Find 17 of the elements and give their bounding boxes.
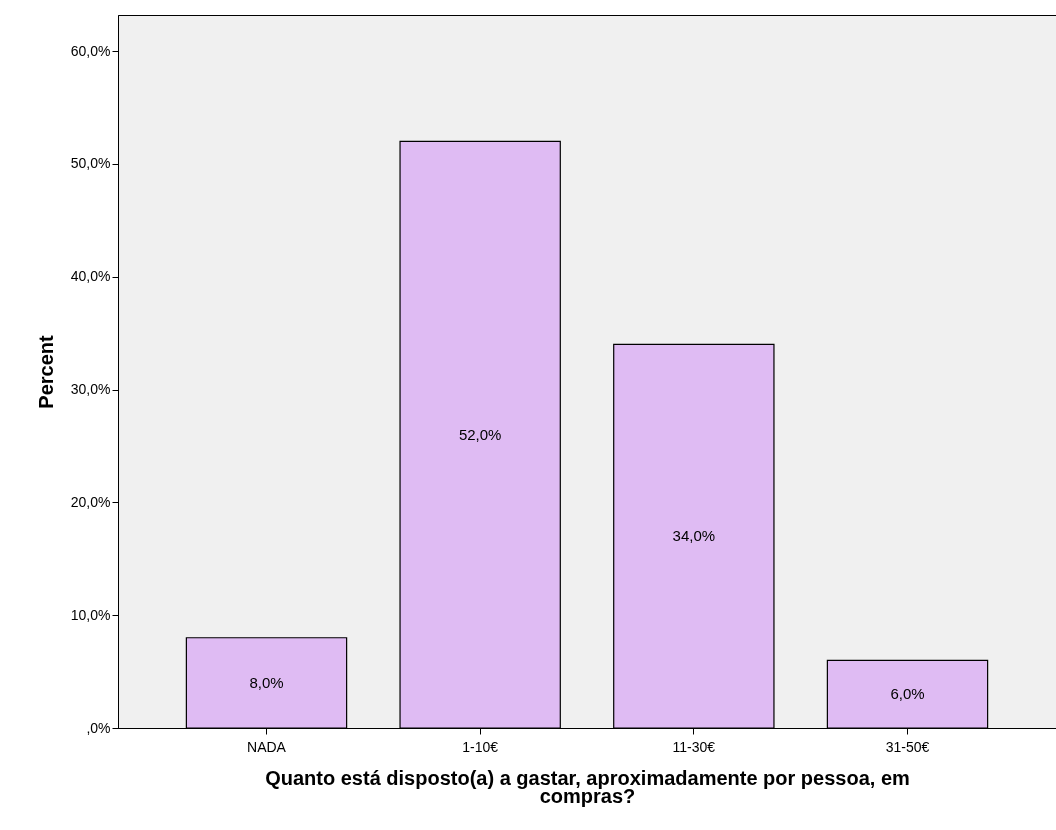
y-axis-title: Percent xyxy=(34,334,57,409)
data-label: 52,0% xyxy=(458,425,502,443)
x-tick-label: 1-10€ xyxy=(462,738,499,755)
y-tick-label: 50,0% xyxy=(70,155,111,172)
x-tick-label: NADA xyxy=(247,738,287,755)
y-tick-label: 40,0% xyxy=(70,268,111,285)
x-axis-title: Quanto está disposto(a) a gastar, aproximadamente por pessoa, em compras? xyxy=(265,766,910,807)
y-tick-label: 10,0% xyxy=(70,606,111,623)
data-label: 6,0% xyxy=(890,685,925,703)
data-label: 34,0% xyxy=(672,527,716,545)
y-tick-label: 30,0% xyxy=(70,381,111,398)
y-tick-label: ,0% xyxy=(86,719,111,736)
y-tick-label: 60,0% xyxy=(70,42,111,59)
y-tick-label: 20,0% xyxy=(70,493,111,510)
x-tick-label: 31-50€ xyxy=(885,738,930,755)
data-label: 8,0% xyxy=(249,673,284,691)
x-tick-label: 11-30€ xyxy=(672,738,716,755)
